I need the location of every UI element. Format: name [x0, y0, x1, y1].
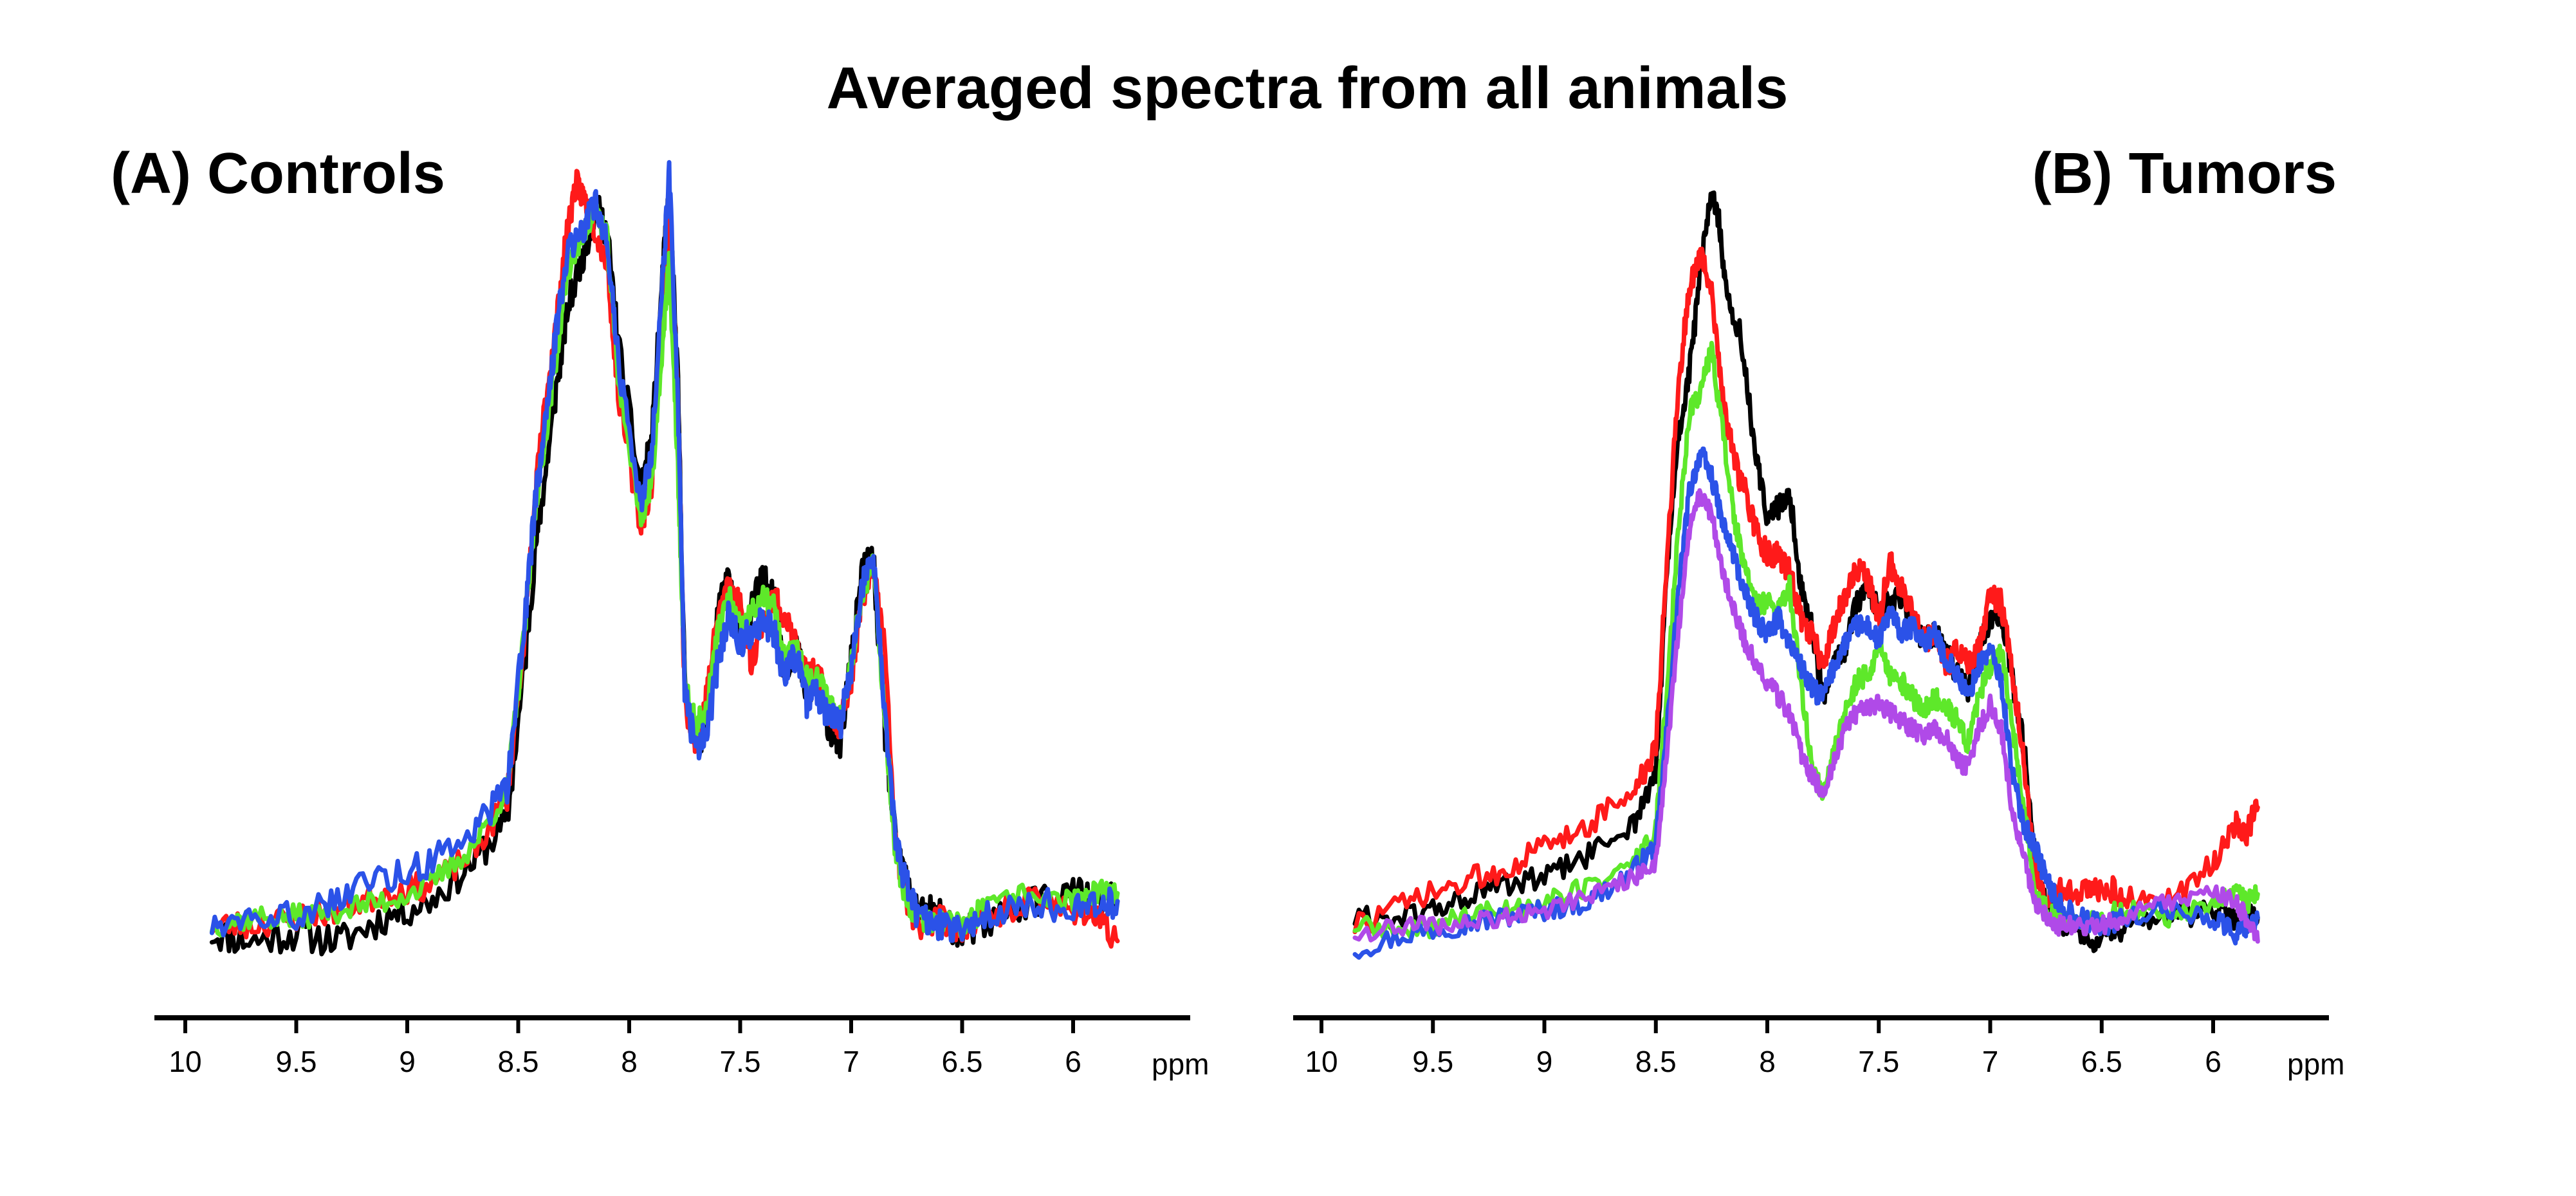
x-tick-label: 8.5	[1635, 1045, 1677, 1078]
x-axis-unit-label: ppm	[2287, 1047, 2344, 1081]
x-tick-label: 10	[169, 1045, 201, 1078]
spectrum-line-blue	[1352, 446, 2260, 960]
x-tick-label: 9.5	[276, 1045, 317, 1078]
x-tick-label: 10	[1305, 1045, 1338, 1078]
x-tick-label: 9.5	[1412, 1045, 1453, 1078]
spectrum-line-green	[209, 199, 1120, 938]
x-axis-unit-label: ppm	[1152, 1047, 1209, 1081]
x-tick-label: 9	[399, 1045, 416, 1078]
x-tick-label: 8.5	[498, 1045, 539, 1078]
x-tick-label: 6.5	[2081, 1045, 2122, 1078]
panel-controls: (A) Controls 10 9.5 9 8.5 8 7.5 7 6.5 6 ppm	[111, 142, 1209, 1081]
x-tick-label: 7.5	[720, 1045, 761, 1078]
x-tick-label: 9	[1536, 1045, 1553, 1078]
panel-title: (A) Controls	[111, 142, 445, 206]
x-tick-label: 6	[2205, 1045, 2222, 1078]
panel-title: (B) Tumors	[2032, 142, 2337, 206]
x-tick-label: 8	[1759, 1045, 1776, 1078]
panel-tumors: (B) Tumors 10 9.5 9 8.5 8 7.5 7 6.5 6 ppm	[1293, 142, 2344, 1081]
figure-title: Averaged spectra from all animals	[827, 55, 1789, 121]
spectrum-line-red	[1352, 246, 2260, 935]
x-tick-label: 8	[621, 1045, 638, 1078]
x-tick-label: 7.5	[1858, 1045, 1899, 1078]
spectrum-line-black	[1352, 190, 2260, 953]
x-tick-label: 7	[1982, 1045, 1999, 1078]
x-tick-label: 6.5	[942, 1045, 983, 1078]
x-tick-label: 6	[1065, 1045, 1081, 1078]
spectrum-line-blue	[209, 160, 1120, 943]
spectrum-line-purple	[1352, 488, 2260, 944]
x-tick-label: 7	[843, 1045, 860, 1078]
